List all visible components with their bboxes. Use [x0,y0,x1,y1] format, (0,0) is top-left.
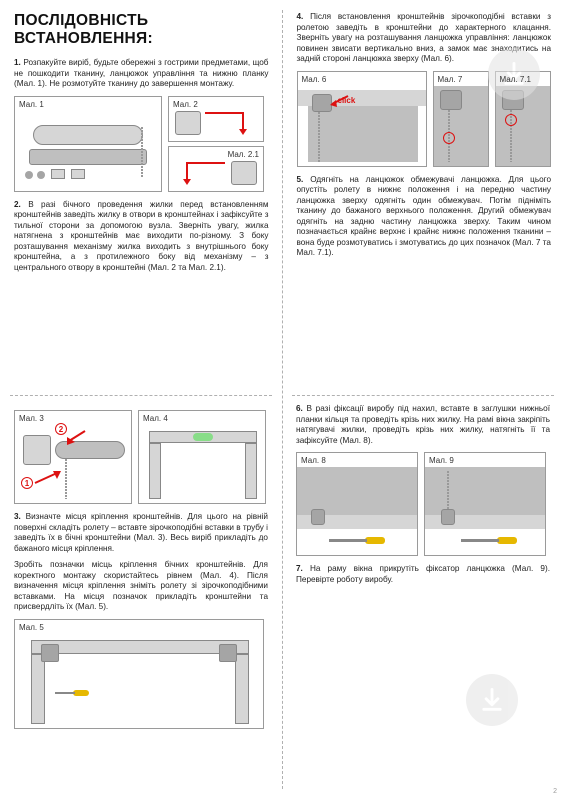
para-3b: Зробіть позначки місць кріплення бічних … [14,560,268,613]
figure-9: Мал. 9 [424,452,546,556]
figure-6-label: Мал. 6 [302,75,327,84]
figure-2: Мал. 2 [168,96,264,142]
figure-5: Мал. 5 [14,619,264,729]
para-4-num: 4. [297,12,304,21]
figure-4: Мал. 4 [138,410,266,504]
level-bubble-icon [193,433,213,441]
click-arrow-icon [328,92,352,110]
para-1: 1. Розпакуйте виріб, будьте обережні з г… [14,58,269,90]
watermark-icon [466,674,518,726]
para-6-num: 6. [296,404,303,413]
figure-7-label: Мал. 7 [438,75,463,84]
para-7: 7. На раму вікна прикрутіть фіксатор лан… [296,564,550,585]
tube-icon [33,125,143,145]
chain-icon [65,459,67,499]
para-3b-text: Зробіть позначки місць кріплення бічних … [14,560,268,611]
frame-side-icon [245,443,257,499]
callout-1-icon: 1 [21,477,33,489]
thread-arrow-icon [203,107,259,139]
para-3a-text: Визначте місця кріплення кронштейнів. Дл… [14,512,268,553]
para-5-text: Одягніть на ланцюжок обмежувачі ланцюжка… [297,175,552,258]
frame-side-icon [31,654,45,724]
para-3-num: 3. [14,512,21,521]
chain-icon [141,127,143,177]
para-7-text: На раму вікна прикрутіть фіксатор ланцюж… [296,564,550,584]
horizontal-divider-right [292,395,554,396]
thread-arrow-icon [175,157,231,189]
figure-2-1: Мал. 2.1 [168,146,264,192]
figure-1-label: Мал. 1 [19,100,44,109]
para-3a: 3. Визначте місця кріплення кронштейнів.… [14,512,268,554]
frame-top-icon [31,640,249,654]
fig2-stack: Мал. 2 Мал. 2.1 [168,96,264,192]
figure-7-1-label: Мал. 7.1 [500,75,531,84]
bracket-mounted-icon [41,644,59,662]
mechanism-icon [440,90,462,110]
para-2: 2. В разі бічного проведення жилки перед… [14,200,269,274]
stopper-highlight-icon [505,114,517,126]
figure-1: Мал. 1 [14,96,162,192]
figure-7: Мал. 7 [433,71,489,167]
shade-bottom-icon [297,467,417,515]
para-2-text: В разі бічного проведення жилки перед вс… [14,200,269,272]
figure-6: Мал. 6 click [297,71,427,167]
insert-arrow-icon [33,469,63,489]
bracket-icon [23,435,51,465]
screwdriver-icon [327,531,387,551]
tensioner-icon [311,509,325,525]
chain-fixer-icon [441,509,455,525]
para-5: 5. Одягніть на ланцюжок обмежувачі ланцю… [297,175,552,259]
figure-2-label: Мал. 2 [173,100,198,109]
para-5-num: 5. [297,175,304,184]
right-column: 4. Після встановлення кронштейнів зірочк… [283,0,565,799]
download-arrow-icon [478,686,506,714]
para-2-num: 2. [14,200,21,209]
para-6-text: В разі фіксації виробу під нахил, вставт… [296,404,550,445]
figure-3: Мал. 3 1 2 [14,410,132,504]
insert-arrow-icon [65,429,89,447]
para-7-num: 7. [296,564,303,573]
stopper-highlight-icon [443,132,455,144]
horizontal-divider-left [10,395,272,396]
para-6: 6. В разі фіксації виробу під нахил, вст… [296,404,550,446]
figrow-r2: Мал. 8 Мал. 9 [296,452,550,556]
shade-bottom-icon [425,467,545,515]
screwdriver-icon [51,664,91,704]
bracket-icon [71,169,85,179]
left-lower: Мал. 3 1 2 Мал. 4 3. Визначте місця кріп… [14,404,268,737]
figrow-2: Мал. 3 1 2 Мал. 4 [14,410,268,504]
bracket-icon [175,111,201,135]
bracket-icon [231,161,257,185]
chain-icon [318,112,320,162]
fabric-roll-icon [29,149,147,165]
figrow-3: Мал. 5 [14,619,268,729]
figure-3-label: Мал. 3 [19,414,44,423]
page-title: ПОСЛІДОВНІСТЬ ВСТАНОВЛЕННЯ: [14,12,269,48]
part-icon [25,171,33,179]
figure-8-label: Мал. 8 [301,456,326,465]
figure-9-label: Мал. 9 [429,456,454,465]
vertical-divider [282,10,283,789]
para-1-num: 1. [14,58,21,67]
frame-side-icon [235,654,249,724]
screwdriver-icon [459,531,519,551]
shade-icon [308,106,418,162]
part-icon [37,171,45,179]
figure-2-1-label: Мал. 2.1 [228,150,259,159]
figrow-1: Мал. 1 Мал. 2 [14,96,269,192]
right-lower: 6. В разі фіксації виробу під нахил, вст… [296,404,550,591]
bracket-icon [51,169,65,179]
bracket-mounted-icon [219,644,237,662]
frame-side-icon [149,443,161,499]
figure-8: Мал. 8 [296,452,418,556]
figure-5-label: Мал. 5 [19,623,44,632]
page-number: 2 [553,788,557,795]
para-1-text: Розпакуйте виріб, будьте обережні з гост… [14,58,269,88]
figure-4-label: Мал. 4 [143,414,168,423]
